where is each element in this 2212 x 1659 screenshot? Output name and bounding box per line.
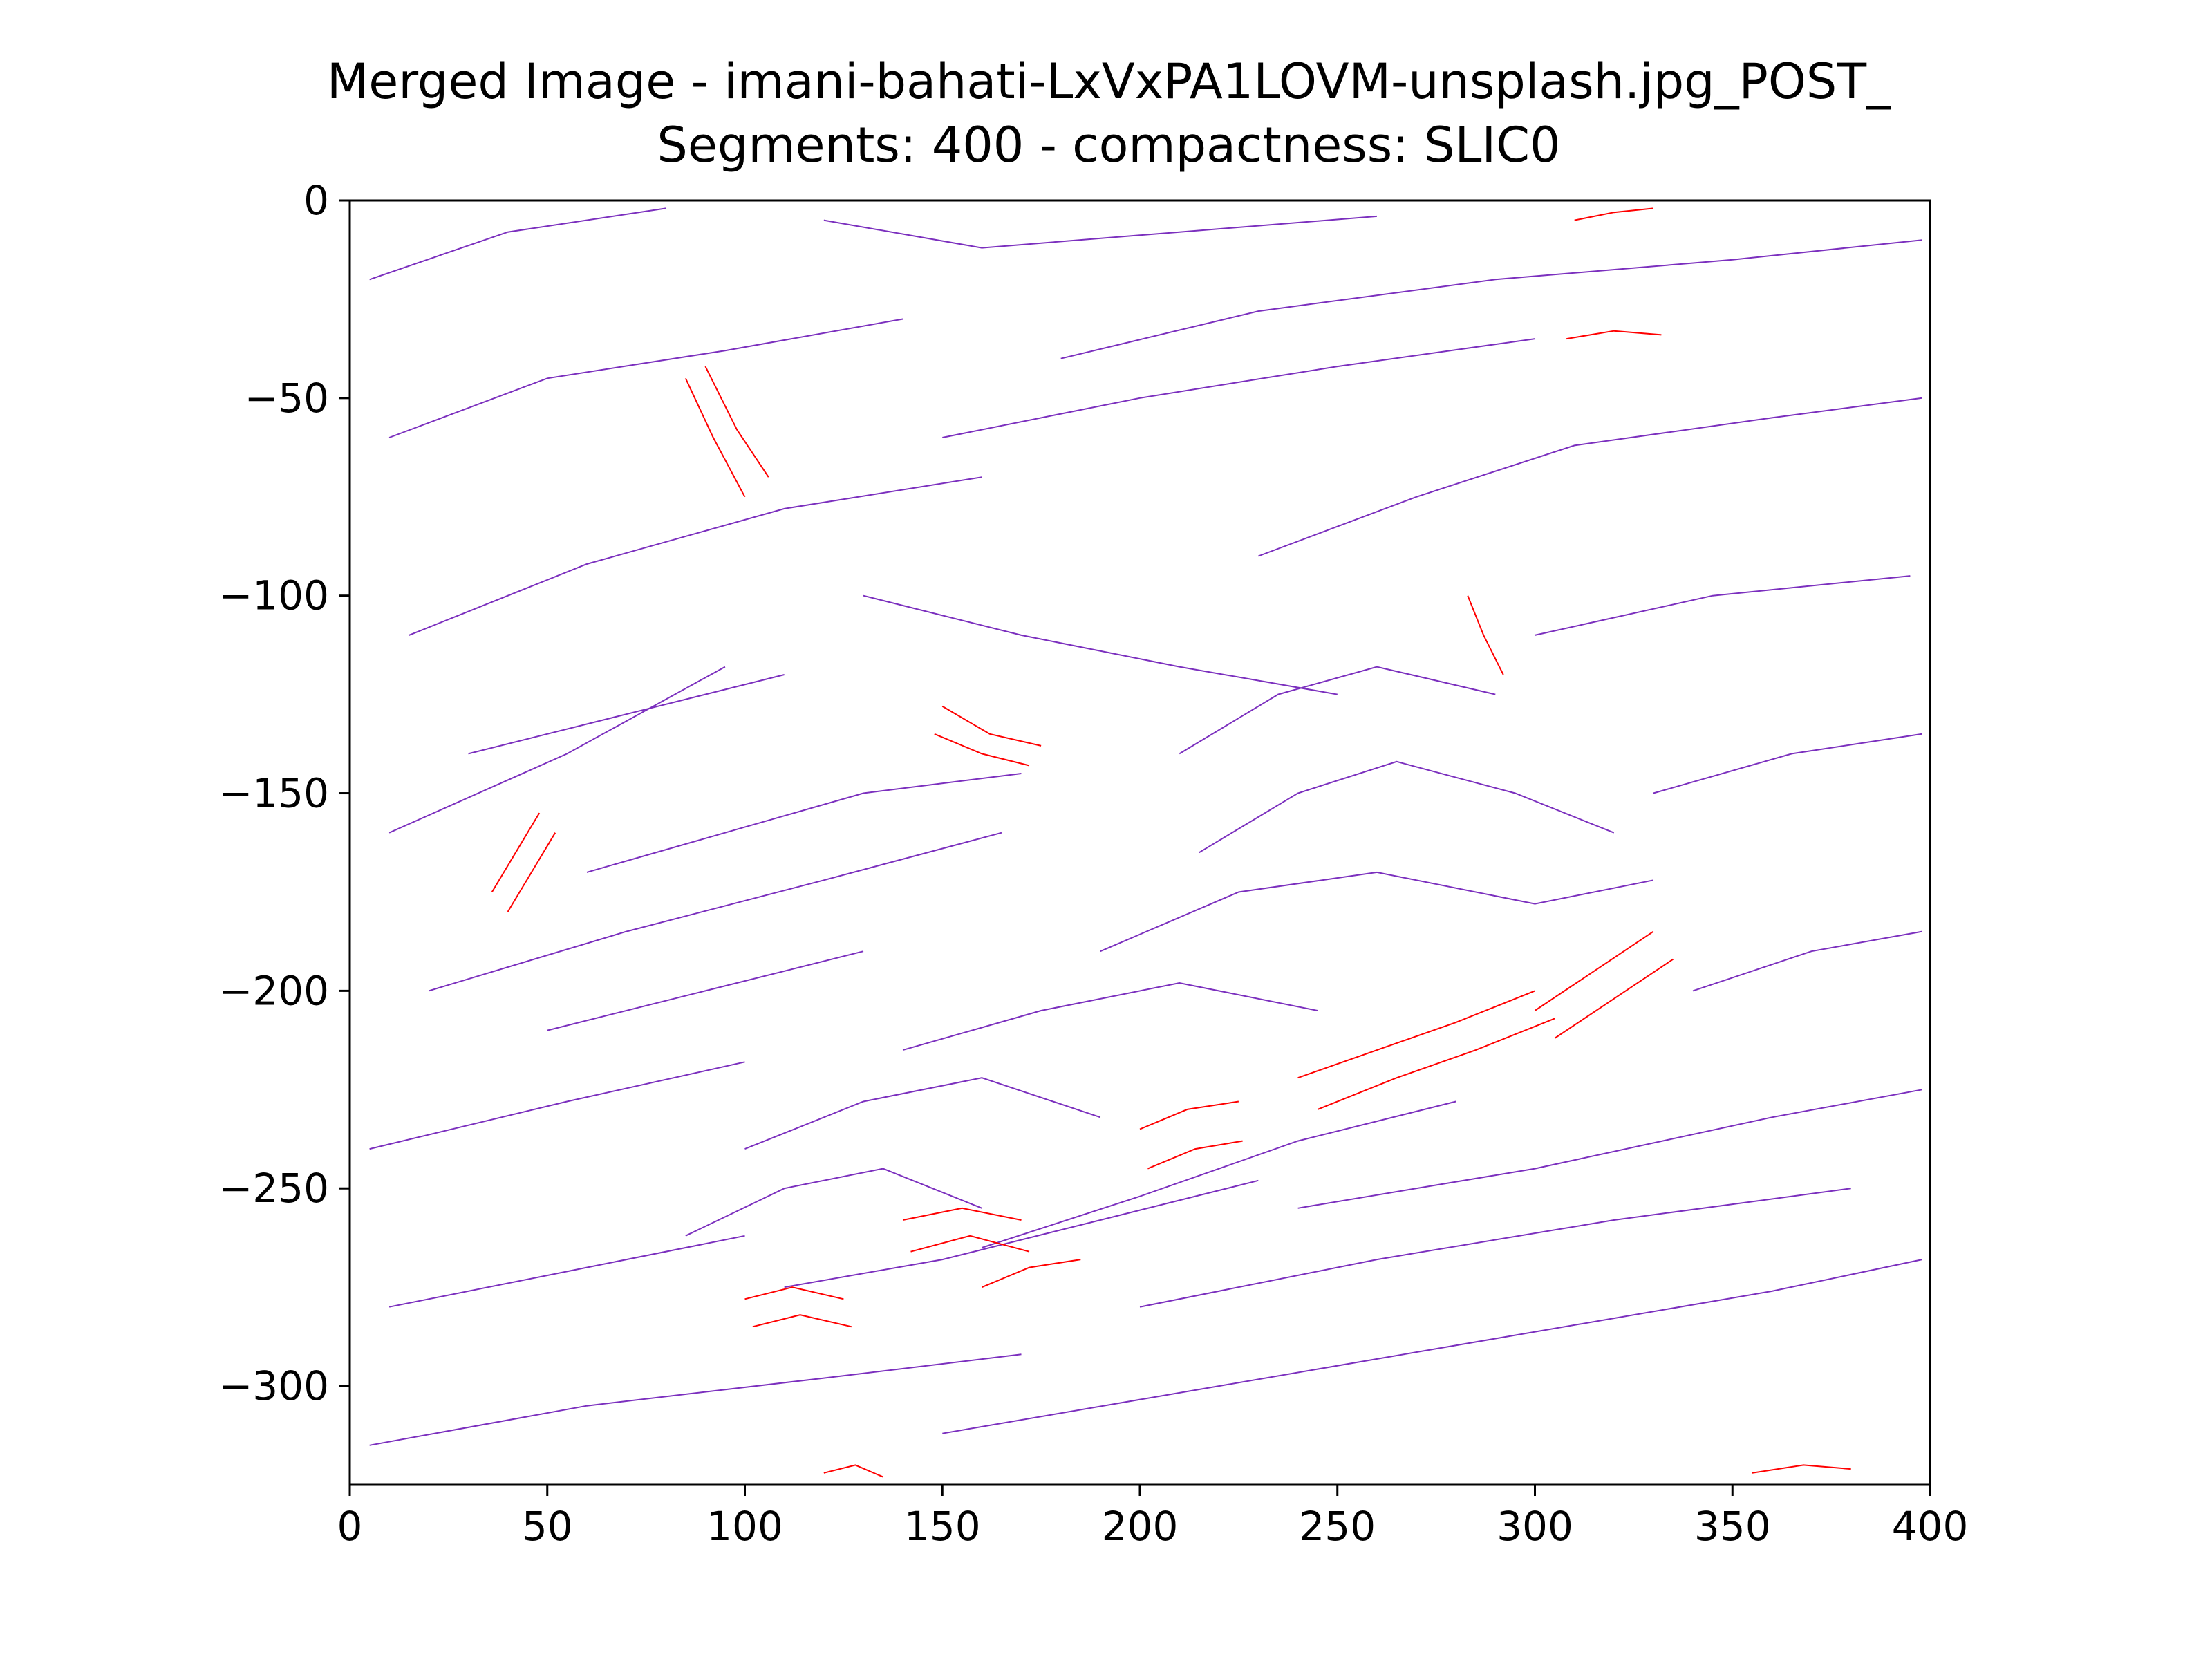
series-line-6 — [388, 1235, 745, 1308]
y-axis: 0 −50 −100 −150 −200 −250 −300 — [219, 177, 350, 1409]
series-line-35 — [507, 832, 556, 912]
series-line-18 — [863, 594, 1338, 695]
y-tick-label-6: −300 — [219, 1362, 329, 1409]
y-tick-label-0: 0 — [303, 177, 329, 224]
series-line-45 — [902, 1207, 1022, 1221]
series-line-48 — [752, 1314, 852, 1328]
series-line-31 — [704, 366, 769, 478]
x-tick-label-8: 400 — [1892, 1503, 1969, 1550]
series-line-1 — [388, 318, 903, 438]
series-line-42 — [1317, 1018, 1555, 1110]
x-tick-label-3: 150 — [904, 1503, 981, 1550]
series-line-47 — [744, 1286, 844, 1300]
chart-title: Merged Image - imani-bahati-LxVxPA1LOVM-… — [327, 53, 1891, 110]
series-line-33 — [934, 733, 1030, 767]
y-tick-label-3: −150 — [219, 770, 329, 817]
y-tick-label-4: −200 — [219, 967, 329, 1014]
series-layer — [369, 207, 1922, 1478]
series-line-50 — [823, 1464, 883, 1478]
series-line-0 — [369, 207, 666, 281]
x-tick-label-7: 350 — [1694, 1503, 1771, 1550]
series-line-15 — [1060, 239, 1922, 359]
series-line-46 — [910, 1235, 1030, 1253]
series-line-24 — [685, 1168, 982, 1237]
chart-subtitle: Segments: 400 - compactness: SLIC0 — [657, 117, 1560, 174]
series-line-43 — [1534, 930, 1654, 1011]
series-line-32 — [941, 705, 1042, 747]
series-line-36 — [1467, 595, 1504, 675]
x-tick-label-4: 200 — [1102, 1503, 1179, 1550]
series-line-17 — [942, 338, 1535, 438]
series-line-39 — [1139, 1100, 1239, 1130]
series-line-21 — [1100, 871, 1654, 953]
series-line-29 — [547, 950, 864, 1031]
series-line-3 — [388, 666, 726, 834]
series-line-8 — [942, 1259, 1922, 1434]
x-axis: 0 50 100 150 200 250 300 350 400 — [337, 1485, 1969, 1550]
series-line-26 — [982, 1100, 1456, 1248]
y-tick-label-1: −50 — [245, 375, 329, 422]
series-line-38 — [1566, 330, 1662, 340]
y-tick-label-5: −250 — [219, 1165, 329, 1212]
series-line-19 — [1179, 666, 1496, 755]
x-tick-label-2: 100 — [706, 1503, 783, 1550]
series-line-30 — [684, 377, 746, 498]
x-tick-label-0: 0 — [337, 1503, 363, 1550]
x-tick-label-1: 50 — [522, 1503, 573, 1550]
series-line-22 — [902, 982, 1318, 1051]
series-line-13 — [1535, 575, 1911, 636]
series-line-34 — [491, 812, 541, 893]
series-line-27 — [468, 674, 785, 755]
series-line-10 — [1297, 1089, 1922, 1209]
series-line-20 — [1199, 760, 1615, 854]
series-line-28 — [586, 773, 1022, 873]
series-line-11 — [1692, 930, 1922, 992]
x-tick-label-5: 250 — [1299, 1503, 1376, 1550]
series-line-41 — [1297, 990, 1535, 1079]
series-line-9 — [1139, 1188, 1851, 1308]
y-tick-label-2: −100 — [219, 572, 329, 619]
series-line-12 — [1653, 733, 1922, 794]
series-line-2 — [409, 476, 982, 636]
series-line-51 — [1752, 1464, 1851, 1474]
series-line-40 — [1147, 1140, 1243, 1170]
series-line-49 — [982, 1259, 1081, 1288]
x-tick-label-6: 300 — [1497, 1503, 1573, 1550]
series-line-7 — [369, 1353, 1022, 1446]
series-line-14 — [1258, 397, 1922, 557]
series-line-25 — [784, 1179, 1259, 1288]
series-line-23 — [744, 1077, 1101, 1150]
series-line-4 — [429, 832, 1002, 992]
series-line-37 — [1574, 207, 1654, 221]
series-line-44 — [1554, 958, 1674, 1039]
series-line-5 — [369, 1061, 745, 1150]
series-line-16 — [823, 215, 1377, 249]
